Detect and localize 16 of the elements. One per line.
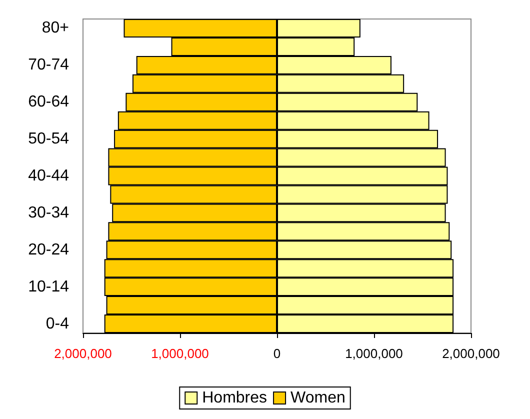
y-tick-label: 20-24	[28, 241, 70, 258]
x-tick-label: 2,000,000	[54, 346, 112, 361]
y-tick-label: 40-44	[28, 168, 70, 184]
y-tick-label: 80+	[42, 20, 69, 37]
y-tick-label: 70-74	[28, 56, 70, 74]
x-tick-label: 2,000,000	[442, 346, 500, 361]
legend-label: Women	[290, 390, 346, 406]
x-tick-label: 1,000,000	[345, 346, 403, 361]
y-tick-label: 10-14	[28, 278, 70, 296]
legend-label: Hombres	[202, 390, 268, 406]
y-tick-label: 50-54	[28, 130, 70, 148]
x-tick-label: 1,000,000	[151, 346, 209, 361]
y-tick-label: 30-34	[28, 204, 70, 222]
x-tick-label: 0	[273, 346, 281, 361]
y-tick-label: 0-4	[46, 315, 70, 332]
y-tick-label: 60-64	[28, 94, 70, 111]
